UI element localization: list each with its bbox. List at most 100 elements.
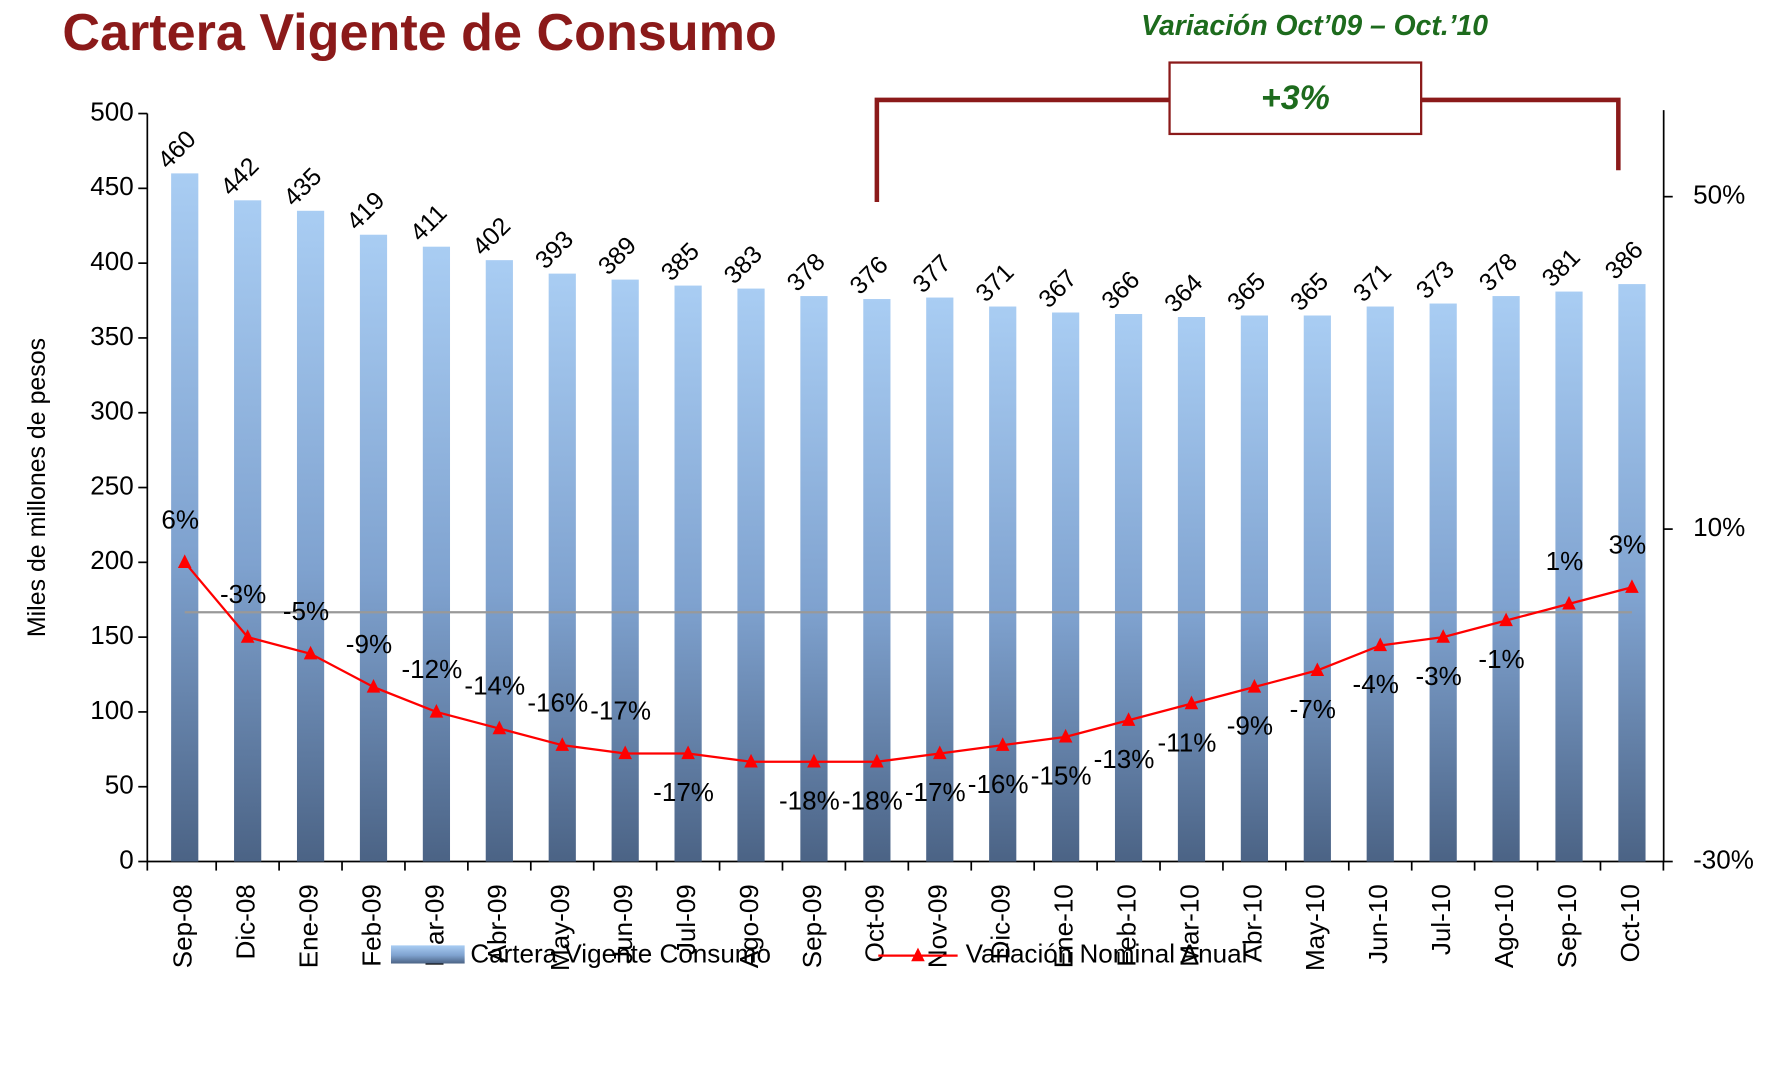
bar	[1555, 291, 1583, 862]
x-tick-label: Jun-10	[1363, 884, 1393, 964]
line-marker	[492, 720, 507, 735]
line-value-label: -5%	[283, 596, 329, 626]
x-tick-label: Ago-10	[1489, 884, 1519, 968]
line-value-label: -17%	[590, 696, 651, 726]
y-tick-label: 0	[119, 844, 134, 874]
bar-value-label: 371	[970, 258, 1019, 307]
bar	[989, 306, 1017, 862]
line-value-label: 6%	[161, 504, 199, 534]
line-marker	[1562, 595, 1576, 610]
bar	[296, 210, 325, 862]
line-marker	[807, 753, 821, 768]
x-tick-label: Abr-09	[482, 884, 512, 962]
y-tick-label: 500	[90, 96, 133, 126]
y2-tick-label: -30%	[1693, 844, 1754, 874]
x-tick-label: Feb-10	[1111, 884, 1141, 967]
bar	[611, 279, 639, 862]
bar-value-label: 460	[152, 125, 201, 174]
line-marker	[1310, 662, 1325, 677]
x-tick-label: Oct-09	[860, 884, 890, 962]
line-marker	[995, 737, 1010, 751]
annotation-period: Variación Oct’09 – Oct.’10	[1141, 10, 1488, 42]
line-marker	[1436, 629, 1450, 643]
bar	[1240, 315, 1269, 862]
y-tick-label: 50	[105, 770, 134, 800]
line-marker	[618, 745, 632, 760]
x-tick-label: Dic-08	[231, 884, 261, 959]
bar-value-label: 366	[1096, 266, 1145, 315]
line-marker	[555, 737, 570, 751]
bar	[548, 273, 576, 862]
legend-label: Variación Nominal Anual	[966, 938, 1248, 968]
x-tick-label: Dic-09	[986, 884, 1016, 959]
chart-title: Cartera Vigente de Consumo	[62, 4, 776, 62]
legend-swatch	[390, 945, 465, 964]
x-tick-label: Jul-10	[1426, 884, 1456, 955]
x-tick-label: Mar-10	[1174, 884, 1204, 967]
y2-tick-label: 10%	[1693, 512, 1745, 542]
x-tick-label: Sep-09	[797, 884, 827, 968]
bar-value-label: 371	[1348, 258, 1397, 307]
bar-value-label: 389	[593, 231, 642, 280]
line	[183, 561, 1633, 763]
bar	[1366, 306, 1394, 862]
x-tick-label: May-10	[1300, 884, 1330, 971]
y-tick-label: 300	[90, 396, 133, 426]
bar-value-label: 365	[1285, 267, 1334, 316]
line-value-label: -17%	[653, 777, 714, 807]
y-tick-label: 350	[90, 321, 133, 351]
line-marker	[366, 679, 381, 693]
y-tick-label: 100	[90, 695, 133, 725]
bar-value-label: 393	[530, 225, 579, 274]
bar	[674, 285, 702, 862]
line-value-label: -9%	[346, 629, 392, 659]
line-marker	[303, 645, 318, 660]
line-value-label: -16%	[968, 769, 1029, 799]
line-marker	[1625, 579, 1639, 593]
change-box	[1168, 61, 1423, 136]
bar-value-label: 377	[907, 249, 956, 298]
x-tick-label: Ene-09	[293, 884, 323, 968]
line-value-label: 3%	[1609, 529, 1647, 559]
bar	[737, 288, 765, 862]
line-value-label: -11%	[1158, 727, 1217, 757]
bar	[1177, 316, 1206, 862]
line-marker	[1247, 679, 1262, 693]
bar-value-label: 383	[719, 240, 768, 289]
y-tick-label: 200	[90, 545, 133, 575]
line-value-label: -7%	[1290, 694, 1336, 724]
bar	[1492, 296, 1520, 862]
line-value-label: -16%	[527, 687, 588, 717]
x-tick-label: Ene-10	[1049, 884, 1079, 968]
line-marker	[932, 745, 947, 760]
line-value-label: -4%	[1353, 669, 1399, 699]
bar-value-label: 385	[656, 237, 705, 286]
line-value-label: -1%	[1478, 644, 1524, 674]
bar	[1114, 314, 1143, 862]
line-marker	[1184, 695, 1199, 710]
y-tick-label: 400	[90, 246, 133, 276]
y-axis-label: Miles de millones de pesos	[23, 338, 51, 637]
x-tick-label: Jul-09	[671, 884, 701, 955]
bar-value-label: 378	[1474, 248, 1523, 297]
bar	[234, 200, 262, 862]
line-value-label: -3%	[1415, 661, 1461, 691]
line-marker	[177, 554, 192, 568]
y2-tick-label: 50%	[1693, 180, 1745, 210]
x-tick-label: Abr-10	[1237, 884, 1267, 962]
line-value-label: -12%	[401, 654, 462, 684]
bar-value-label: 381	[1537, 243, 1586, 292]
y-tick-label: 250	[90, 470, 133, 500]
bar	[485, 260, 513, 862]
y-tick-label: 150	[90, 620, 133, 650]
bar-value-label: 378	[782, 248, 831, 297]
line-marker	[744, 753, 758, 768]
bar	[1052, 312, 1080, 862]
bar	[1303, 315, 1331, 862]
bracket: +3%	[874, 61, 1621, 202]
line-marker	[1121, 712, 1136, 726]
bar	[926, 297, 954, 862]
bar	[1618, 284, 1646, 862]
x-tick-label: Feb-09	[356, 884, 386, 967]
line-value-label: -17%	[905, 777, 966, 807]
